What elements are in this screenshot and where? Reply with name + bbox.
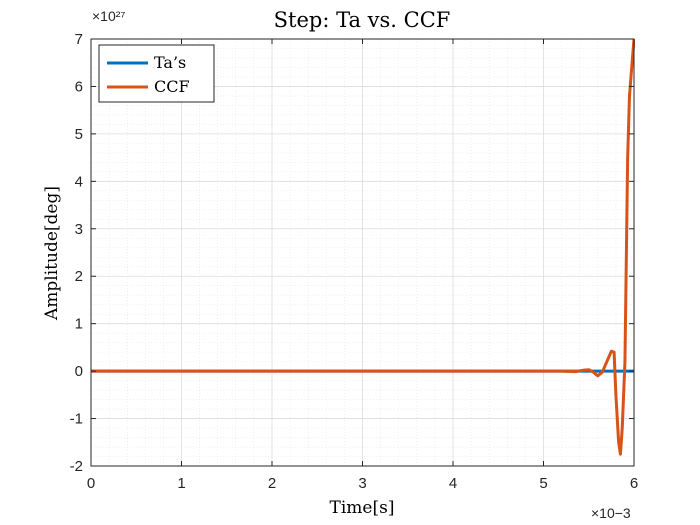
x-tick-label: 3 — [358, 475, 366, 492]
x-tick-labels: 0 1 2 3 4 5 6 — [87, 475, 638, 492]
y-tick-label: 5 — [75, 126, 83, 143]
legend: Ta’s CCF — [98, 44, 215, 103]
y-tick-label: 7 — [75, 31, 83, 48]
x-tick-label: 1 — [177, 475, 185, 492]
legend-label: Ta’s — [154, 53, 186, 72]
y-tick-label: -2 — [70, 458, 83, 475]
series-line-ccf — [91, 38, 635, 456]
x-tick-label: 6 — [630, 475, 638, 492]
x-axis-label: Time[s] — [330, 498, 395, 518]
legend-label: CCF — [154, 77, 190, 96]
major-grid — [90, 38, 635, 467]
y-axis-label: Amplitude[deg] — [42, 186, 62, 321]
y-tick-label: 3 — [75, 221, 83, 238]
x-tick-label: 0 — [87, 475, 95, 492]
x-tick-label: 2 — [268, 475, 276, 492]
y-tick-label: -1 — [70, 411, 83, 428]
y-tick-label: 2 — [75, 268, 83, 285]
y-tick-label: 1 — [75, 316, 83, 333]
x-tick-label: 5 — [539, 475, 547, 492]
axis-ticks — [90, 38, 635, 467]
y-tick-label: 4 — [75, 173, 83, 190]
x-tick-label: 4 — [449, 475, 457, 492]
plot-area — [91, 38, 635, 456]
y-tick-label: 0 — [75, 363, 83, 380]
legend-box — [98, 44, 215, 103]
x-axis-exponent: ×10−3 — [591, 505, 631, 521]
y-axis-exponent: ×10²⁷ — [92, 8, 125, 24]
chart-title: Step: Ta vs. CCF — [274, 8, 451, 32]
y-tick-label: 6 — [75, 78, 83, 95]
y-tick-labels: -2 -1 0 1 2 3 4 5 6 7 — [70, 31, 83, 475]
